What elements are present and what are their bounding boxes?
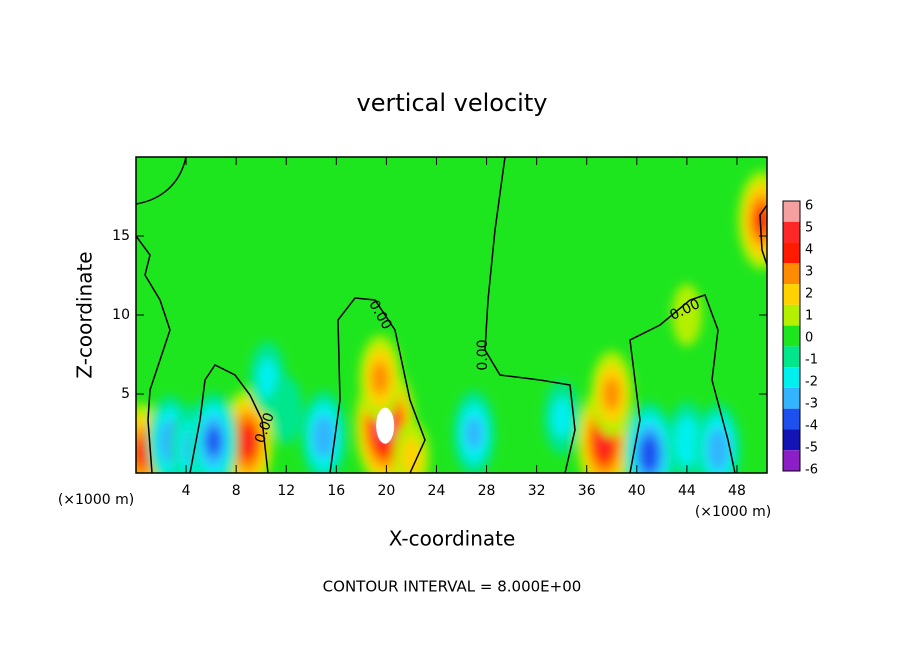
colorbar-band <box>783 346 800 368</box>
colorbar-tick-label: -4 <box>805 419 818 434</box>
colorbar-band <box>783 408 800 430</box>
colorbar-tick-label: 1 <box>805 309 813 324</box>
x-tick-label: 20 <box>377 483 395 499</box>
contour-label: 0.00 <box>475 339 491 370</box>
colorbar-band <box>783 201 800 222</box>
x-tick-label: 36 <box>578 483 596 499</box>
contour-line <box>329 297 426 473</box>
contour-line <box>759 204 767 266</box>
velocity-cell <box>644 445 654 463</box>
contour-line <box>136 235 171 473</box>
x-tick-label: 12 <box>277 483 295 499</box>
x-tick-label: 48 <box>728 483 746 499</box>
x-tick-label: 32 <box>528 483 546 499</box>
x-unit: (×1000 m) <box>58 492 134 508</box>
y-tick-label: 15 <box>112 228 130 244</box>
velocity-cell <box>713 440 724 459</box>
x-tick-label: 44 <box>678 483 696 499</box>
velocity-cell <box>318 427 329 446</box>
x-tick-label: 40 <box>628 483 646 499</box>
x-tick-label: 16 <box>327 483 345 499</box>
colorbar-band <box>783 387 800 409</box>
colorbar-band <box>783 450 800 471</box>
colorbar-band <box>783 367 800 388</box>
velocity-cell <box>206 426 222 456</box>
x-tick-label: 24 <box>428 483 446 499</box>
colorbar-band <box>783 284 800 305</box>
colorbar-band <box>783 263 800 285</box>
colorbar-tick-label: -6 <box>805 463 818 478</box>
velocity-cell <box>465 417 483 450</box>
velocity-cell <box>371 361 389 395</box>
colorbar-tick-label: -1 <box>805 353 818 368</box>
x-tick-label: 28 <box>478 483 496 499</box>
colorbar-band <box>783 221 800 243</box>
velocity-cell <box>257 358 278 399</box>
y-axis-label: Z-coordinate <box>73 251 97 378</box>
colorbar-tick-label: 2 <box>805 287 813 302</box>
velocity-cell <box>242 432 253 450</box>
y-tick-label: 5 <box>121 386 130 402</box>
velocity-cell <box>671 284 702 346</box>
x-unit: (×1000 m) <box>695 504 771 520</box>
blobs <box>136 171 767 473</box>
contour-line <box>484 157 576 473</box>
colorbar-tick-label: 4 <box>805 243 813 258</box>
contour-line <box>136 157 187 205</box>
colorbar-band <box>783 429 800 451</box>
colorbar-tick-label: 5 <box>805 221 813 236</box>
contour-line <box>189 364 269 473</box>
colorbar-tick-label: 0 <box>805 331 813 346</box>
footer: CONTOUR INTERVAL = 8.000E+00 <box>323 578 582 596</box>
velocity-cell <box>603 377 621 411</box>
velocity-cell <box>681 431 693 452</box>
velocity-core <box>376 407 395 444</box>
colorbar-tick-label: -5 <box>805 441 818 456</box>
colorbar-band <box>783 325 800 347</box>
chart-title: vertical velocity <box>357 89 548 117</box>
x-tick-label: 4 <box>182 483 191 499</box>
colorbar-tick-label: -2 <box>805 375 818 390</box>
colorbar-band <box>783 304 800 326</box>
colorbar-frame <box>782 200 801 472</box>
x-tick-label: 8 <box>232 483 241 499</box>
field <box>136 157 767 473</box>
colorbar-band <box>783 242 800 264</box>
colorbar-tick-label: 6 <box>805 199 813 214</box>
colorbar-tick-label: -3 <box>805 397 818 412</box>
x-axis-label: X-coordinate <box>389 527 516 551</box>
colorbar-tick-label: 3 <box>805 265 813 280</box>
velocity-cell <box>279 396 294 424</box>
velocity-cell <box>136 437 150 467</box>
velocity-cell <box>551 397 572 438</box>
velocity-cell <box>401 437 422 473</box>
y-tick-label: 10 <box>112 307 130 323</box>
contour-line <box>629 294 736 473</box>
